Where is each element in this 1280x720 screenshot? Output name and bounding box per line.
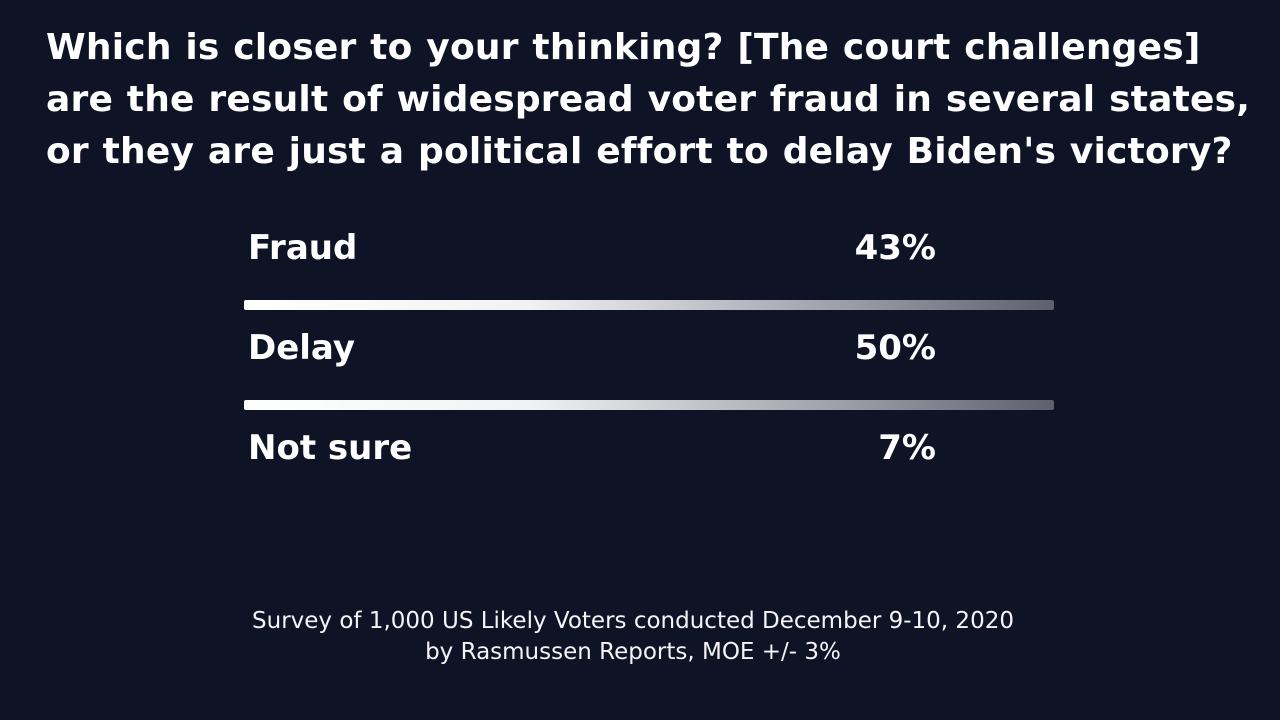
result-row-not-sure: Not sure 7%: [244, 422, 1056, 522]
row-divider: [244, 400, 1054, 410]
result-value: 50%: [854, 328, 936, 368]
result-label: Fraud: [248, 228, 358, 268]
result-value: 7%: [878, 428, 936, 468]
question-line: are the result of widespread voter fraud…: [46, 79, 1251, 120]
result-row-fraud: Fraud 43%: [244, 222, 1056, 322]
result-row-delay: Delay 50%: [244, 322, 1056, 422]
footer-line: Survey of 1,000 US Likely Voters conduct…: [252, 608, 1014, 634]
question-line: Which is closer to your thinking? [The c…: [46, 27, 1201, 68]
question-line: or they are just a political effort to d…: [46, 131, 1233, 172]
result-label: Not sure: [248, 428, 413, 468]
survey-source-note: Survey of 1,000 US Likely Voters conduct…: [0, 606, 1266, 668]
footer-line: by Rasmussen Reports, MOE +/- 3%: [425, 639, 841, 665]
row-divider: [244, 300, 1054, 310]
result-value: 43%: [854, 228, 936, 268]
result-label: Delay: [248, 328, 355, 368]
question-text: Which is closer to your thinking? [The c…: [46, 22, 1266, 178]
results-table: Fraud 43% Delay 50% Not sure 7%: [244, 222, 1056, 522]
